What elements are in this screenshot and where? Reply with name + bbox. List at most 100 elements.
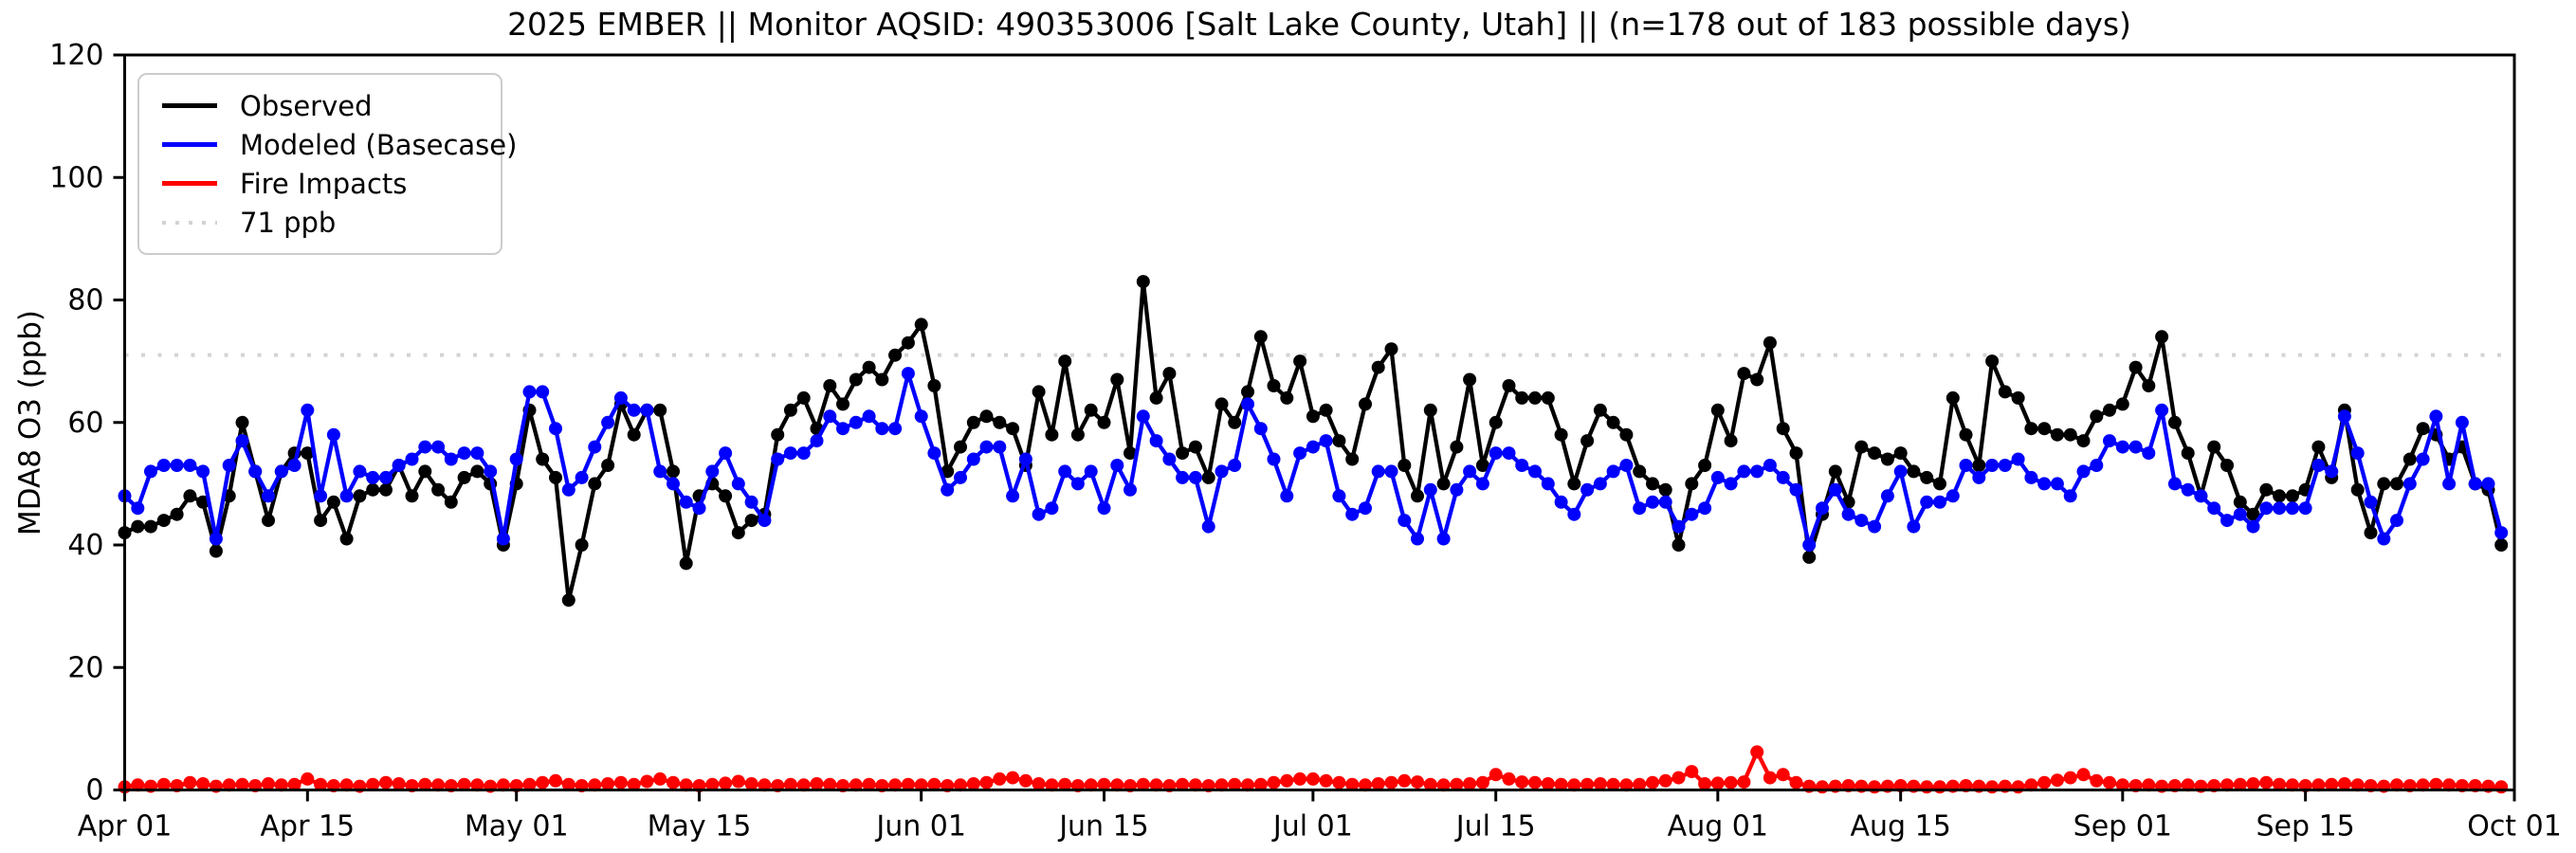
observed-series-point (1633, 464, 1647, 479)
fire-impacts-series-point (1776, 768, 1790, 782)
fire-impacts-series-point (1110, 778, 1124, 792)
modeled-series-point (405, 452, 419, 466)
fire-impacts-series-point (1253, 777, 1268, 791)
fire-impacts-series-point (418, 777, 432, 791)
modeled-series-point (379, 470, 393, 484)
fire-impacts-series-point (457, 777, 471, 791)
observed-series-point (719, 489, 733, 503)
observed-series-point (405, 489, 419, 503)
fire-impacts-series-point (705, 777, 720, 791)
fire-impacts-series-point (1436, 778, 1451, 792)
observed-series-point (627, 427, 641, 442)
modeled-series-point (993, 440, 1007, 454)
modeled-series-point (1097, 501, 1111, 516)
modeled-series-point (274, 464, 288, 479)
observed-series-point (1280, 390, 1294, 405)
observed-series-point (1763, 336, 1777, 350)
observed-series-point (1253, 330, 1268, 344)
fire-impacts-series-point (2416, 778, 2430, 792)
modeled-series-point (131, 501, 145, 516)
modeled-series-point (561, 482, 575, 497)
modeled-line-swatch (162, 142, 217, 147)
modeled-series-point (183, 459, 197, 472)
observed-series-point (875, 372, 889, 387)
observed-series-point (235, 415, 249, 429)
modeled-series-point (2103, 434, 2116, 448)
fire-impacts-series-point (731, 774, 745, 789)
observed-series-point (2024, 422, 2038, 436)
fire-impacts-series-point (1423, 777, 1437, 791)
modeled-series-point (1554, 495, 1568, 509)
modeled-series-point (248, 464, 263, 479)
observed-series-point (849, 372, 863, 387)
fire-impacts-series-point (1463, 777, 1477, 790)
modeled-series-point (2155, 403, 2169, 417)
observed-series-point (1436, 477, 1451, 491)
modeled-series-point (588, 440, 602, 454)
observed-series-point (156, 514, 171, 528)
observed-series-point (1241, 385, 1254, 399)
modeled-series-point (2429, 409, 2443, 424)
y-tick-label: 60 (67, 407, 103, 440)
modeled-series-point (366, 470, 380, 484)
modeled-series-point (1489, 446, 1503, 461)
fire-impacts-series-point (2311, 778, 2326, 792)
fire-impacts-series-point (1384, 775, 1398, 789)
observed-series-point (1149, 390, 1163, 405)
fire-impacts-series-point (1502, 771, 1516, 786)
observed-series-point (2402, 452, 2417, 466)
modeled-series-point (2350, 446, 2365, 461)
modeled-series-point (836, 422, 850, 436)
y-tick-label: 120 (49, 39, 103, 72)
fire-impacts-series-point (1006, 771, 1020, 785)
modeled-series-point (509, 452, 523, 466)
modeled-series-point (1802, 538, 1817, 552)
modeled-series-point (301, 403, 315, 417)
modeled-series-point (2076, 464, 2091, 479)
observed-series-point (1593, 403, 1607, 417)
modeled-series-point (901, 367, 915, 381)
fire-impacts-series-point (183, 775, 197, 789)
modeled-series-point (1880, 489, 1894, 503)
modeled-series-point (314, 489, 328, 503)
fire-impacts-series-point (1698, 777, 1712, 790)
observed-series-point (679, 556, 693, 571)
observed-series-point (1828, 464, 1842, 479)
observed-series-point (1893, 446, 1908, 461)
modeled-series-point (2181, 482, 2195, 497)
modeled-series-point (705, 464, 720, 479)
observed-series-point (1685, 477, 1699, 491)
modeled-series-point (862, 409, 876, 424)
fire-impacts-series-point (1750, 745, 1764, 759)
modeled-series-point (1241, 397, 1254, 411)
observed-series-point (888, 348, 903, 362)
modeled-series-point (1280, 489, 1294, 503)
observed-series-point (1606, 415, 1620, 429)
fire-impacts-series-point (1280, 773, 1294, 788)
modeled-series-point (1032, 507, 1046, 521)
observed-series-point (131, 519, 145, 534)
fire-impacts-series-point (2024, 778, 2038, 792)
fire-impacts-series-point (862, 777, 876, 791)
observed-series-point (1854, 440, 1869, 454)
modeled-series-point (1058, 464, 1072, 479)
legend-item-fire: Fire Impacts (151, 164, 487, 203)
fire-impacts-series-point (679, 778, 693, 792)
modeled-series-point (796, 446, 811, 461)
observed-series-point (1384, 342, 1398, 356)
modeled-series-point (2194, 489, 2208, 503)
modeled-series-point (1201, 519, 1215, 534)
observed-series-point (1058, 354, 1072, 369)
observed-series-point (1972, 459, 1986, 472)
modeled-series-point (653, 464, 667, 479)
modeled-series-point (1567, 507, 1581, 521)
modeled-series-point (1646, 495, 1659, 509)
fire-impacts-series-point (2050, 773, 2064, 788)
modeled-series-point (2364, 495, 2378, 509)
fire-impacts-series-point (235, 777, 249, 791)
modeled-series-point (1854, 514, 1869, 528)
fire-impacts-series-point (823, 777, 837, 791)
observed-series-point (1267, 379, 1281, 392)
observed-series-point (2220, 459, 2234, 472)
